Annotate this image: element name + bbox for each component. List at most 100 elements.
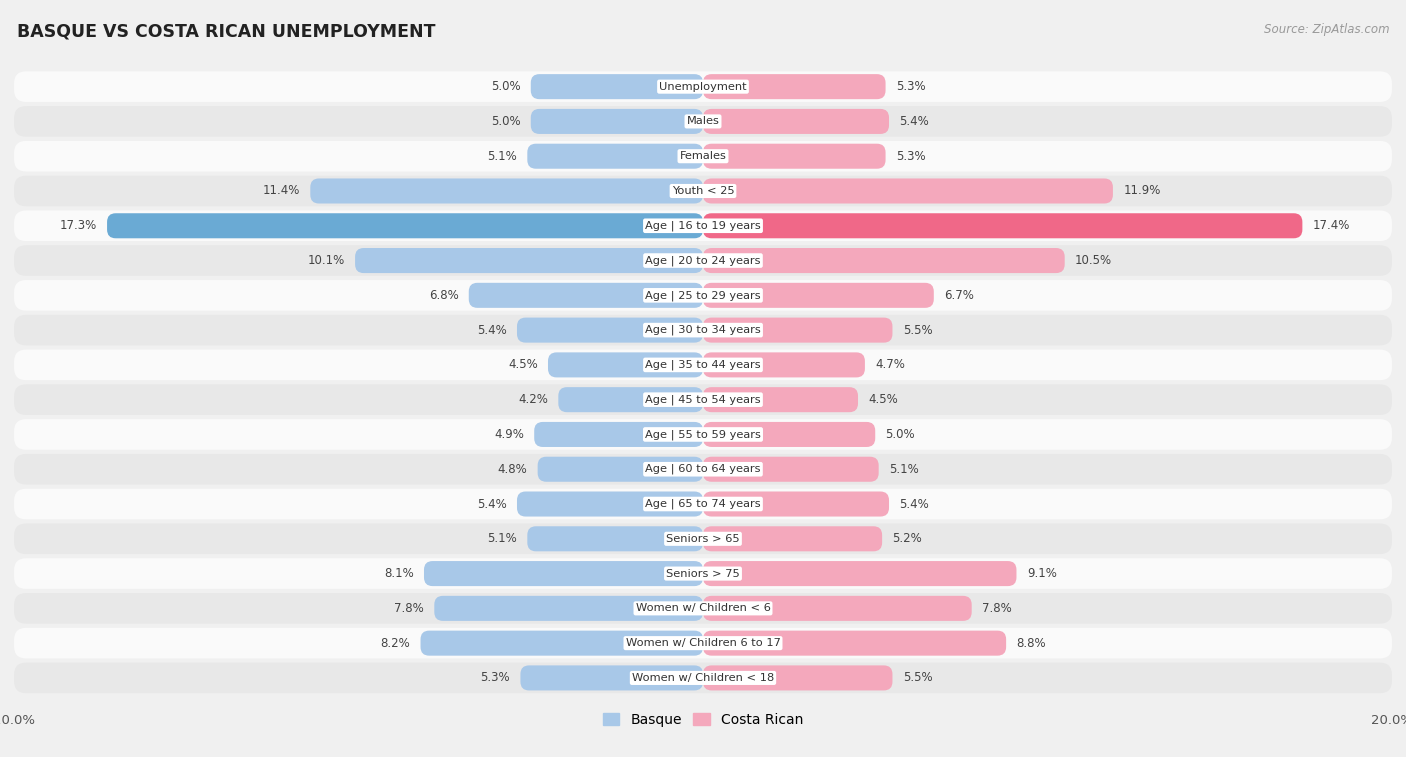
FancyBboxPatch shape <box>703 631 1007 656</box>
Text: 10.1%: 10.1% <box>308 254 344 267</box>
Text: 5.4%: 5.4% <box>900 115 929 128</box>
Text: 4.2%: 4.2% <box>519 393 548 407</box>
Text: 5.2%: 5.2% <box>893 532 922 545</box>
FancyBboxPatch shape <box>703 596 972 621</box>
Text: 5.4%: 5.4% <box>477 323 506 337</box>
Text: 5.5%: 5.5% <box>903 323 932 337</box>
FancyBboxPatch shape <box>703 561 1017 586</box>
Text: Age | 20 to 24 years: Age | 20 to 24 years <box>645 255 761 266</box>
Text: 4.5%: 4.5% <box>508 358 537 372</box>
Text: Age | 35 to 44 years: Age | 35 to 44 years <box>645 360 761 370</box>
FancyBboxPatch shape <box>420 631 703 656</box>
FancyBboxPatch shape <box>531 74 703 99</box>
FancyBboxPatch shape <box>14 628 1392 659</box>
FancyBboxPatch shape <box>14 245 1392 276</box>
Text: 5.0%: 5.0% <box>886 428 915 441</box>
Text: Age | 55 to 59 years: Age | 55 to 59 years <box>645 429 761 440</box>
FancyBboxPatch shape <box>14 141 1392 172</box>
Text: Youth < 25: Youth < 25 <box>672 186 734 196</box>
Text: Women w/ Children < 18: Women w/ Children < 18 <box>631 673 775 683</box>
FancyBboxPatch shape <box>703 387 858 413</box>
FancyBboxPatch shape <box>703 213 1302 238</box>
Text: 11.9%: 11.9% <box>1123 185 1160 198</box>
FancyBboxPatch shape <box>468 283 703 308</box>
Text: BASQUE VS COSTA RICAN UNEMPLOYMENT: BASQUE VS COSTA RICAN UNEMPLOYMENT <box>17 23 436 41</box>
FancyBboxPatch shape <box>703 283 934 308</box>
Text: Source: ZipAtlas.com: Source: ZipAtlas.com <box>1264 23 1389 36</box>
Text: 5.1%: 5.1% <box>889 463 918 475</box>
Text: 5.3%: 5.3% <box>896 150 925 163</box>
FancyBboxPatch shape <box>527 144 703 169</box>
Text: 4.9%: 4.9% <box>494 428 524 441</box>
FancyBboxPatch shape <box>703 422 875 447</box>
Text: 8.1%: 8.1% <box>384 567 413 580</box>
FancyBboxPatch shape <box>703 491 889 516</box>
Text: 10.5%: 10.5% <box>1076 254 1112 267</box>
FancyBboxPatch shape <box>703 352 865 378</box>
Text: 5.0%: 5.0% <box>491 115 520 128</box>
FancyBboxPatch shape <box>703 109 889 134</box>
FancyBboxPatch shape <box>14 489 1392 519</box>
Text: 9.1%: 9.1% <box>1026 567 1057 580</box>
Text: 6.8%: 6.8% <box>429 289 458 302</box>
FancyBboxPatch shape <box>517 491 703 516</box>
Text: 5.5%: 5.5% <box>903 671 932 684</box>
Text: Seniors > 65: Seniors > 65 <box>666 534 740 544</box>
Text: 5.1%: 5.1% <box>488 532 517 545</box>
FancyBboxPatch shape <box>520 665 703 690</box>
FancyBboxPatch shape <box>703 456 879 481</box>
FancyBboxPatch shape <box>527 526 703 551</box>
Text: Age | 16 to 19 years: Age | 16 to 19 years <box>645 220 761 231</box>
Text: Women w/ Children 6 to 17: Women w/ Children 6 to 17 <box>626 638 780 648</box>
Text: Age | 60 to 64 years: Age | 60 to 64 years <box>645 464 761 475</box>
FancyBboxPatch shape <box>14 210 1392 241</box>
FancyBboxPatch shape <box>14 593 1392 624</box>
FancyBboxPatch shape <box>14 106 1392 137</box>
FancyBboxPatch shape <box>14 176 1392 207</box>
Text: 5.1%: 5.1% <box>488 150 517 163</box>
Text: Age | 30 to 34 years: Age | 30 to 34 years <box>645 325 761 335</box>
Text: 7.8%: 7.8% <box>981 602 1012 615</box>
Text: Age | 45 to 54 years: Age | 45 to 54 years <box>645 394 761 405</box>
Text: Females: Females <box>679 151 727 161</box>
FancyBboxPatch shape <box>537 456 703 481</box>
Text: 5.4%: 5.4% <box>900 497 929 510</box>
FancyBboxPatch shape <box>14 71 1392 102</box>
FancyBboxPatch shape <box>703 665 893 690</box>
Text: 4.8%: 4.8% <box>498 463 527 475</box>
Text: Unemployment: Unemployment <box>659 82 747 92</box>
FancyBboxPatch shape <box>703 144 886 169</box>
Text: Age | 25 to 29 years: Age | 25 to 29 years <box>645 290 761 301</box>
FancyBboxPatch shape <box>14 454 1392 484</box>
Text: 8.2%: 8.2% <box>381 637 411 650</box>
FancyBboxPatch shape <box>14 419 1392 450</box>
FancyBboxPatch shape <box>14 662 1392 693</box>
FancyBboxPatch shape <box>311 179 703 204</box>
FancyBboxPatch shape <box>14 524 1392 554</box>
FancyBboxPatch shape <box>425 561 703 586</box>
Text: Age | 65 to 74 years: Age | 65 to 74 years <box>645 499 761 509</box>
FancyBboxPatch shape <box>107 213 703 238</box>
Text: 6.7%: 6.7% <box>945 289 974 302</box>
FancyBboxPatch shape <box>14 350 1392 380</box>
Text: Seniors > 75: Seniors > 75 <box>666 569 740 578</box>
Text: Males: Males <box>686 117 720 126</box>
FancyBboxPatch shape <box>517 318 703 343</box>
FancyBboxPatch shape <box>14 280 1392 310</box>
Text: Women w/ Children < 6: Women w/ Children < 6 <box>636 603 770 613</box>
Text: 5.3%: 5.3% <box>896 80 925 93</box>
FancyBboxPatch shape <box>14 558 1392 589</box>
FancyBboxPatch shape <box>703 74 886 99</box>
Text: 8.8%: 8.8% <box>1017 637 1046 650</box>
FancyBboxPatch shape <box>14 315 1392 345</box>
Text: 4.5%: 4.5% <box>869 393 898 407</box>
FancyBboxPatch shape <box>548 352 703 378</box>
Text: 4.7%: 4.7% <box>875 358 905 372</box>
FancyBboxPatch shape <box>356 248 703 273</box>
Text: 7.8%: 7.8% <box>394 602 425 615</box>
FancyBboxPatch shape <box>703 318 893 343</box>
Text: 5.3%: 5.3% <box>481 671 510 684</box>
FancyBboxPatch shape <box>558 387 703 413</box>
FancyBboxPatch shape <box>434 596 703 621</box>
FancyBboxPatch shape <box>703 248 1064 273</box>
